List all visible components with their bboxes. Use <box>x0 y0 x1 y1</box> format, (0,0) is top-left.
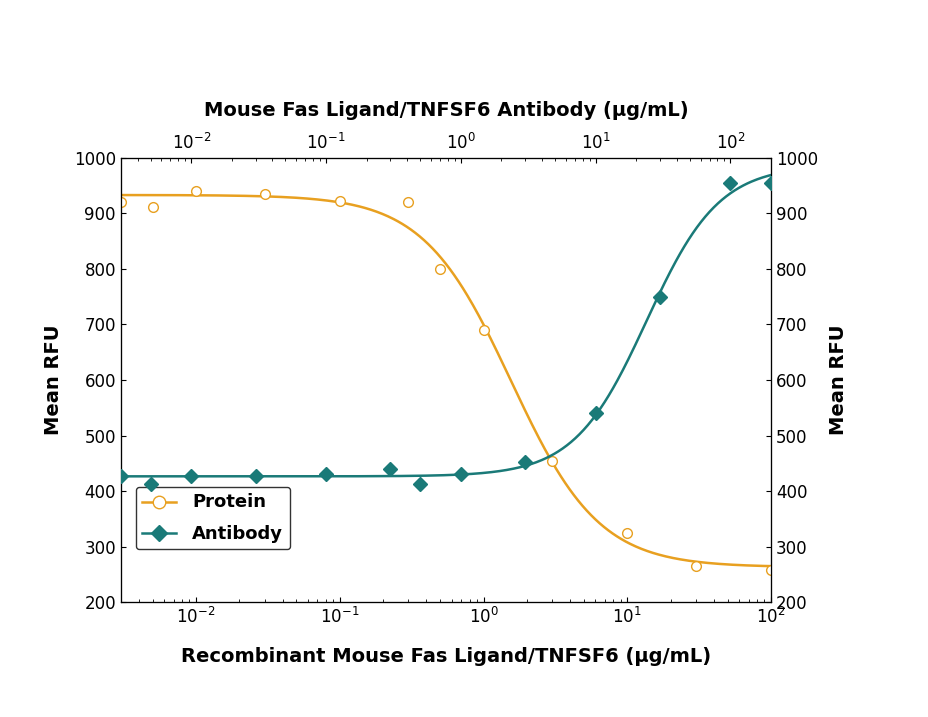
Y-axis label: Mean RFU: Mean RFU <box>44 325 62 435</box>
Y-axis label: Mean RFU: Mean RFU <box>829 325 847 435</box>
Legend: Protein, Antibody: Protein, Antibody <box>135 487 290 549</box>
X-axis label: Recombinant Mouse Fas Ligand/TNFSF6 (μg/mL): Recombinant Mouse Fas Ligand/TNFSF6 (μg/… <box>181 647 710 665</box>
X-axis label: Mouse Fas Ligand/TNFSF6 Antibody (μg/mL): Mouse Fas Ligand/TNFSF6 Antibody (μg/mL) <box>203 101 688 120</box>
